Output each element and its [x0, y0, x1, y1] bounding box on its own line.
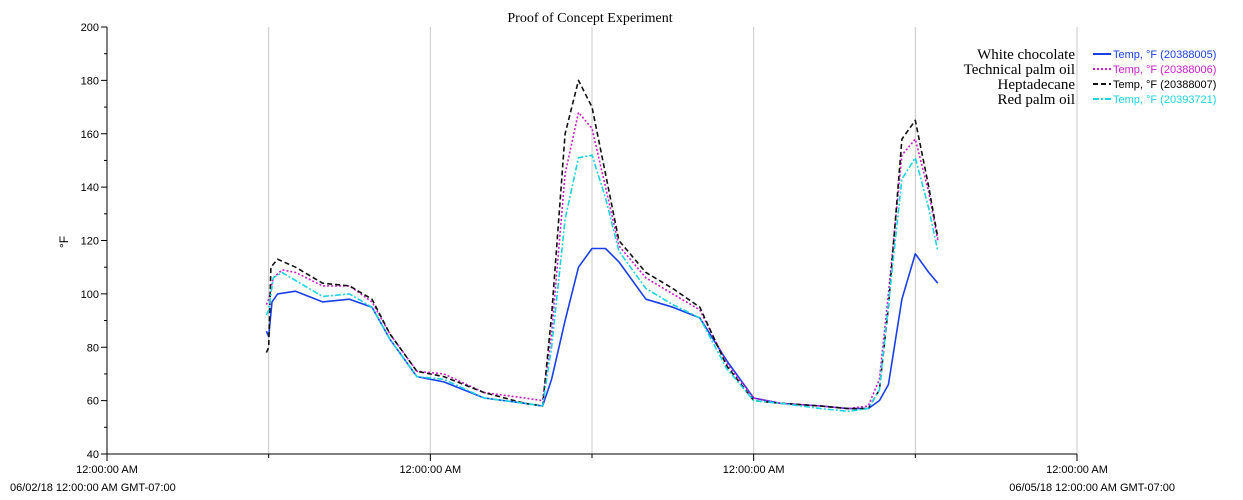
series-line: [265, 79, 939, 410]
y-tick-label: 100: [81, 289, 99, 301]
x-range-end-label: 06/05/18 12:00:00 AM GMT-07:00: [1009, 482, 1175, 494]
axes: 40 60 80 100 120 140 160 180 200 12:00:00 AM 12:00…: [76, 22, 1108, 476]
series-line: [265, 154, 939, 413]
x-tick-label: 12:00:00 AM: [723, 464, 785, 476]
x-tick-label: 12:00:00 AM: [399, 464, 461, 476]
y-axis-label: °F: [57, 236, 71, 248]
gridlines: [268, 27, 1078, 454]
legend-annotation: Heptadecane: [998, 77, 1076, 93]
y-tick-label: 120: [81, 236, 99, 248]
x-range-start-label: 06/02/18 12:00:00 AM GMT-07:00: [10, 482, 176, 494]
chart-title: Proof of Concept Experiment: [507, 11, 672, 26]
series-layer: [265, 79, 939, 413]
legend-entry: Temp, °F (20388007): [1113, 79, 1216, 91]
y-tick-label: 180: [81, 75, 99, 87]
legend-annotation: Technical palm oil: [964, 62, 1075, 78]
y-tick-label: 160: [81, 129, 99, 141]
y-tick-label: 80: [87, 342, 99, 354]
y-tick-label: 140: [81, 182, 99, 194]
y-tick-label: 60: [87, 396, 99, 408]
series-line: [265, 111, 939, 410]
legend-annotation: White chocolate: [977, 47, 1075, 63]
legend-annotation: Red palm oil: [998, 92, 1076, 108]
y-tick-label: 40: [87, 449, 99, 461]
x-tick-label: 12:00:00 AM: [1046, 464, 1108, 476]
y-tick-label: 200: [81, 22, 99, 34]
legend-entry: Temp, °F (20388006): [1113, 64, 1216, 76]
legend-entry: Temp, °F (20393721): [1113, 94, 1216, 106]
legend-entry: Temp, °F (20388005): [1113, 49, 1216, 61]
x-tick-label: 12:00:00 AM: [76, 464, 138, 476]
legend: White chocolate Temp, °F (20388005) Techni…: [964, 47, 1217, 108]
series-line: [265, 247, 939, 410]
